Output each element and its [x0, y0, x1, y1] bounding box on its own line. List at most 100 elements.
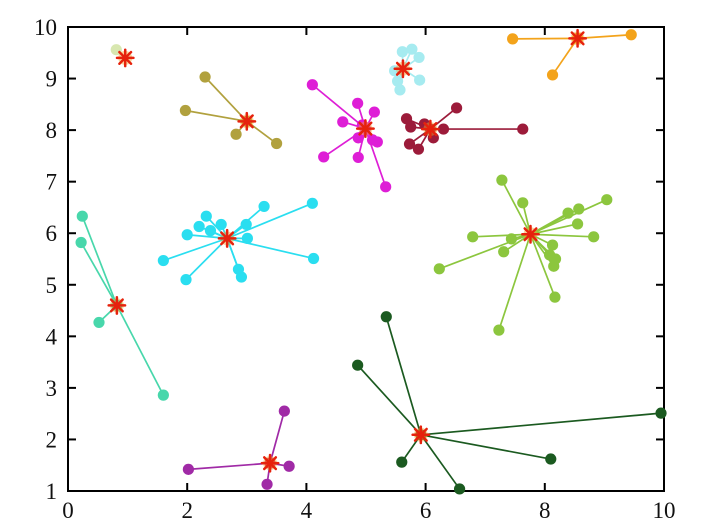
centroid-asterisk-purple: [262, 456, 278, 471]
cluster-spoke-cyan: [226, 237, 314, 260]
data-point-pale-cyan: [406, 43, 418, 55]
data-point-dark-green: [453, 483, 466, 495]
cluster-spoke-yellow-green: [530, 233, 594, 238]
data-point-pale-cyan: [414, 74, 426, 86]
data-point-yellow-green: [498, 246, 510, 258]
data-point-yellow-green: [517, 197, 529, 209]
cluster-spoke-orange: [551, 37, 579, 76]
cluster-spoke-yellow-green: [501, 179, 532, 235]
cluster-spoke-turquoise: [116, 305, 165, 396]
cluster-spoke-dark-green: [385, 316, 422, 436]
x-axis-tick-label: 8: [539, 498, 551, 523]
data-point-cyan: [193, 220, 205, 233]
data-point-dark-red: [400, 113, 413, 125]
data-point-khaki: [230, 128, 242, 140]
data-point-cyan: [181, 229, 193, 241]
x-axis-tick-label: 0: [62, 498, 74, 523]
cluster-spoke-purple: [188, 462, 271, 471]
cluster-spoke-yellow-green: [472, 233, 531, 238]
data-point-dark-red: [412, 143, 425, 155]
cluster-spoke-khaki: [185, 109, 247, 123]
cluster-spoke-purple: [269, 410, 286, 464]
data-point-cyan: [180, 274, 192, 286]
data-point-pale-cyan: [413, 51, 425, 64]
data-point-magenta: [352, 132, 364, 144]
data-point-magenta: [337, 116, 349, 128]
data-point-magenta: [352, 151, 364, 164]
cluster-spoke-dark-green: [420, 412, 662, 436]
data-point-yellow-green: [467, 231, 479, 243]
y-axis-tick-label: 7: [46, 170, 58, 195]
y-axis-tick-label: 10: [34, 15, 57, 40]
data-point-dark-red: [405, 121, 417, 133]
data-point-purple: [278, 405, 290, 417]
data-point-dark-red: [437, 123, 450, 135]
y-axis-tick-label: 4: [46, 324, 58, 349]
cluster-spoke-cyan: [226, 202, 313, 240]
data-point-dark-green: [396, 456, 408, 468]
data-point-khaki: [179, 104, 192, 117]
cluster-spoke-yellow-green: [529, 233, 556, 298]
centroid-asterisk-dark-red: [423, 122, 438, 137]
data-point-turquoise: [157, 389, 169, 401]
y-axis-tick-label: 3: [46, 376, 58, 401]
data-point-khaki: [199, 71, 211, 83]
data-point-yellow-green: [548, 260, 560, 272]
cluster-spoke-dark-green: [420, 434, 461, 490]
data-point-magenta: [306, 79, 318, 91]
cluster-spoke-yellow-green: [498, 233, 532, 331]
x-axis-tick-label: 4: [301, 498, 313, 523]
data-point-cyan: [157, 254, 169, 267]
data-point-cyan: [235, 271, 248, 283]
data-point-yellow-green: [588, 231, 600, 243]
data-point-dark-red: [450, 102, 463, 114]
data-point-pale-cyan: [394, 84, 406, 96]
data-point-turquoise: [76, 210, 88, 222]
data-point-yellow-green: [562, 207, 574, 219]
centroid-asterisk-pale-green: [118, 50, 133, 65]
cluster-spoke-cyan: [185, 237, 228, 281]
y-axis-tick-label: 5: [46, 273, 58, 298]
cluster-spoke-dark-green: [420, 433, 551, 460]
data-point-yellow-green: [433, 263, 445, 275]
data-point-cyan: [306, 197, 318, 209]
y-axis-tick-label: 9: [46, 67, 58, 92]
data-point-dark-green: [545, 453, 557, 465]
data-point-purple: [261, 478, 273, 490]
data-point-dark-green: [380, 311, 392, 323]
data-point-yellow-green: [505, 233, 518, 245]
data-point-cyan: [241, 232, 253, 244]
data-point-turquoise: [93, 316, 105, 329]
data-point-yellow-green: [549, 291, 561, 303]
cluster-spoke-turquoise: [81, 215, 118, 306]
data-point-cyan: [240, 218, 252, 231]
data-point-magenta: [368, 106, 380, 118]
data-point-magenta: [380, 181, 392, 193]
data-point-orange: [546, 69, 559, 81]
data-point-pale-cyan: [391, 75, 404, 87]
data-point-magenta: [371, 136, 383, 148]
data-point-dark-red: [403, 138, 416, 150]
centroid-asterisk-cyan: [220, 231, 235, 246]
data-point-yellow-green: [546, 239, 559, 251]
x-axis-tick-label: 2: [181, 498, 193, 523]
centroid-asterisk-dark-green: [413, 427, 428, 442]
data-point-purple: [182, 463, 194, 475]
x-axis-tick-label: 10: [653, 498, 676, 523]
data-point-dark-green: [655, 407, 667, 419]
cluster-spoke-khaki: [204, 76, 248, 122]
data-point-cyan: [204, 225, 217, 237]
data-point-cyan: [215, 218, 227, 231]
centroid-asterisk-pale-cyan: [395, 61, 411, 76]
centroid-asterisk-turquoise: [109, 298, 124, 313]
data-point-magenta: [318, 151, 330, 163]
x-axis-tick-label: 6: [420, 498, 432, 523]
data-point-dark-red: [517, 123, 529, 135]
cluster-spoke-orange: [512, 37, 578, 40]
cluster-spoke-yellow-green: [530, 223, 578, 236]
data-point-yellow-green: [571, 218, 584, 230]
data-point-yellow-green: [573, 203, 585, 215]
data-point-cyan: [258, 200, 270, 213]
